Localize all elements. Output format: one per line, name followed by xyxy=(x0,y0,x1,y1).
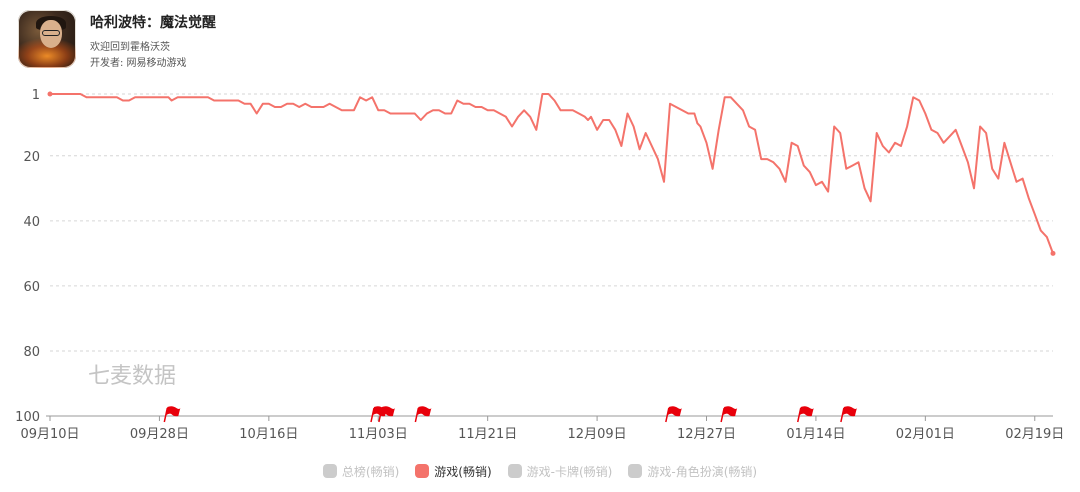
legend-label: 游戏-角色扮演(畅销) xyxy=(647,464,758,479)
event-flag-icon[interactable] xyxy=(665,406,682,423)
legend-item[interactable]: 总榜(畅销) xyxy=(322,460,400,482)
event-flag-icon[interactable] xyxy=(163,406,181,423)
y-tick-label: 20 xyxy=(23,150,40,165)
app-subtitle: 欢迎回到霍格沃茨 xyxy=(90,42,170,53)
legend-swatch xyxy=(415,464,430,478)
event-flag-icon[interactable] xyxy=(720,406,738,423)
x-tick-label: 12月27日 xyxy=(677,427,736,442)
app-icon[interactable] xyxy=(18,10,76,68)
legend-swatch xyxy=(322,464,337,478)
app-developer: 开发者: 网易移动游戏 xyxy=(90,58,187,69)
rank-line-chart: 1 20 40 60 80 100 09月10日 09月28日 10月16日 11月03日 11月2… xyxy=(15,88,1064,442)
legend-swatch xyxy=(628,464,643,478)
app-header: 哈利波特：魔法觉醒 欢迎回到霍格沃茨 开发者: 网易移动游戏 xyxy=(18,10,418,70)
y-tick-label: 80 xyxy=(23,345,40,360)
legend-label: 总榜(畅销) xyxy=(341,464,400,479)
x-tick-label: 12月09日 xyxy=(568,427,627,442)
event-flag-icon[interactable] xyxy=(840,406,857,423)
x-tick-label: 02月19日 xyxy=(1005,427,1064,442)
event-flag-icon[interactable] xyxy=(414,406,432,423)
event-flag-icon[interactable] xyxy=(796,406,814,423)
legend-label: 游戏(畅销) xyxy=(434,464,492,479)
series-start-point xyxy=(47,91,53,97)
legend-item[interactable]: 游戏-角色扮演(畅销) xyxy=(628,460,757,482)
y-tick-label: 100 xyxy=(15,410,40,425)
series-end-point xyxy=(1050,250,1056,256)
y-tick-label: 60 xyxy=(23,280,40,295)
x-tick-label: 09月10日 xyxy=(20,427,79,442)
chart-legend: 总榜(畅销) 游戏(畅销) 游戏-卡牌(畅销) 游戏-角色扮演(畅销) xyxy=(0,460,1080,482)
x-tick-label: 02月01日 xyxy=(896,427,955,442)
series-line xyxy=(49,93,1054,255)
x-tick-label: 11月21日 xyxy=(458,427,517,442)
x-tick-label: 10月16日 xyxy=(239,427,298,442)
x-tick-label: 01月14日 xyxy=(786,427,845,442)
app-title: 哈利波特：魔法觉醒 xyxy=(90,15,216,31)
legend-swatch xyxy=(507,464,522,478)
legend-item[interactable]: 游戏-卡牌(畅销) xyxy=(507,460,613,482)
y-tick-label: 1 xyxy=(32,88,40,103)
x-tick-label: 11月03日 xyxy=(349,427,408,442)
x-tick-label: 09月28日 xyxy=(130,427,189,442)
watermark: 七麦数据 xyxy=(88,364,176,389)
y-tick-label: 40 xyxy=(23,215,40,230)
event-flag-icon[interactable] xyxy=(378,406,395,423)
legend-label: 游戏-卡牌(畅销) xyxy=(526,464,613,479)
legend-item[interactable]: 游戏(畅销) xyxy=(415,460,492,482)
